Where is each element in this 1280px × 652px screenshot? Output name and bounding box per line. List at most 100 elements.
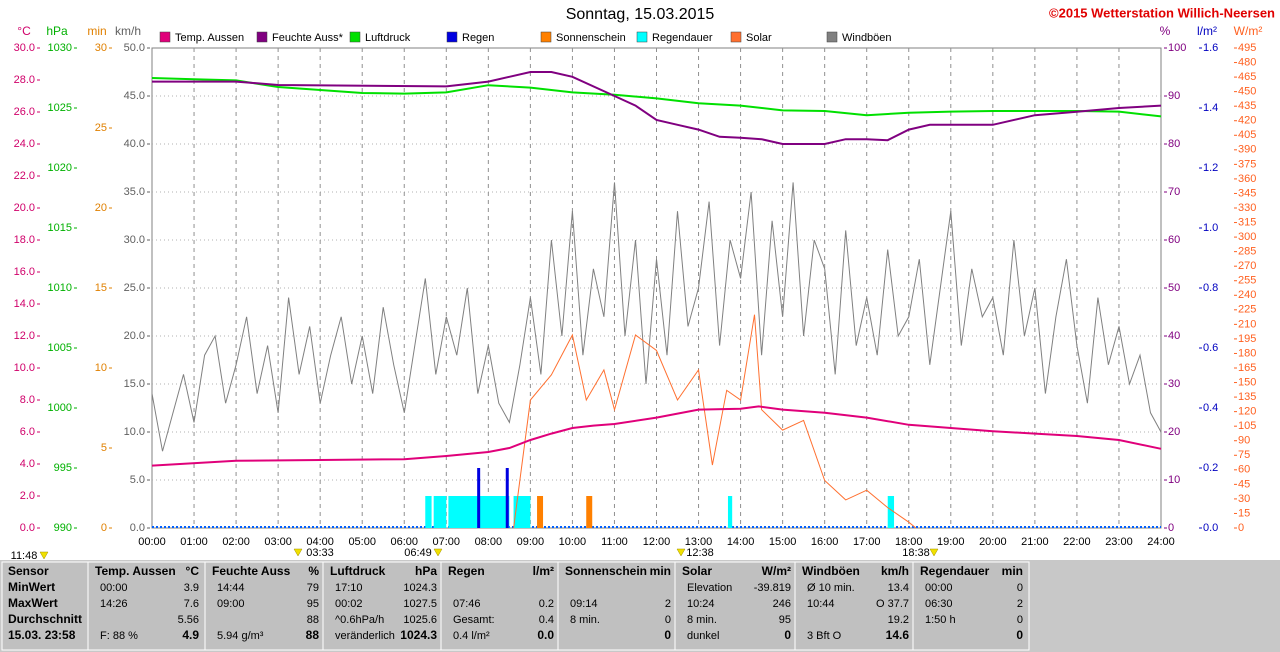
x-tick-label: 17:00 <box>853 536 881 548</box>
cell-value: 0 <box>664 628 671 642</box>
axis-unit: min <box>87 24 106 38</box>
duration-bar <box>727 496 733 528</box>
y-tick-label: 15 <box>95 282 107 294</box>
y-tick-label: 20 <box>1168 426 1180 438</box>
y-tick-label: 10 <box>1168 474 1180 486</box>
y-tick-label: 315 <box>1238 216 1256 228</box>
cell-value: 19.2 <box>888 614 909 626</box>
y-tick-label: 30 <box>1238 493 1250 505</box>
y-tick-label: 28.0 <box>14 74 35 86</box>
y-tick-label: 35.0 <box>124 186 145 198</box>
column-unit: hPa <box>415 564 437 578</box>
cell-note: 07:46 <box>453 598 481 610</box>
cell-value: 0.2 <box>539 598 554 610</box>
cell-value: 5.56 <box>178 614 199 626</box>
y-tick-label: 1010 <box>48 282 72 294</box>
y-tick-label: 1005 <box>48 342 72 354</box>
cell-note: dunkel <box>687 630 719 642</box>
table-column <box>204 561 326 651</box>
cell-value: 0 <box>784 628 791 642</box>
cell-value: 1025.6 <box>403 614 437 626</box>
y-tick-label: 1020 <box>48 162 72 174</box>
y-tick-label: 60 <box>1238 464 1250 476</box>
series-line <box>152 71 1162 145</box>
y-tick-label: 1000 <box>48 402 72 414</box>
y-tick-label: 4.0 <box>20 458 35 470</box>
cell-note: 14:44 <box>217 582 245 594</box>
y-tick-label: 240 <box>1238 289 1256 301</box>
column-header: Windböen <box>802 564 860 578</box>
y-tick-label: 1.4 <box>1203 102 1218 114</box>
axis-unit: km/h <box>115 24 141 38</box>
y-tick-label: 90 <box>1168 90 1180 102</box>
x-tick-label: 04:00 <box>306 536 334 548</box>
cell-note: veränderlich <box>335 630 395 642</box>
y-tick-label: 25.0 <box>124 282 145 294</box>
duration-bar <box>513 496 531 528</box>
y-tick-label: 375 <box>1238 158 1256 170</box>
cell-value: 7.6 <box>184 598 199 610</box>
y-tick-label: 26.0 <box>14 106 35 118</box>
cell-note: 0.4 l/m² <box>453 630 490 642</box>
axis-unit: W/m² <box>1234 24 1263 38</box>
y-tick-label: 15.0 <box>124 378 145 390</box>
y-tick-label: 8.0 <box>20 394 35 406</box>
table-column <box>1 561 91 651</box>
x-tick-label: 05:00 <box>348 536 376 548</box>
cell-value: 0 <box>1017 614 1023 626</box>
y-tick-label: 435 <box>1238 100 1256 112</box>
cell-note: 10:24 <box>687 598 715 610</box>
x-tick-label: 15:00 <box>769 536 797 548</box>
x-tick-label: 13:00 <box>685 536 713 548</box>
row-label: Durchschnitt <box>8 612 82 626</box>
cell-value: O 37.7 <box>876 598 909 610</box>
chart-title: Sonntag, 15.03.2015 <box>566 6 715 23</box>
x-tick-label: 21:00 <box>1021 536 1049 548</box>
column-header: Regen <box>448 564 485 578</box>
cell-note: 8 min. <box>570 614 600 626</box>
y-tick-label: 0.0 <box>20 522 35 534</box>
column-unit: km/h <box>881 564 909 578</box>
y-tick-label: 995 <box>54 462 72 474</box>
legend-swatch <box>730 31 742 43</box>
row-label: MaxWert <box>8 596 58 610</box>
cell-note: 06:30 <box>925 598 953 610</box>
x-tick-label: 01:00 <box>180 536 208 548</box>
y-tick-label: 30.0 <box>124 234 145 246</box>
legend-swatch <box>636 31 648 43</box>
cell-note: Elevation <box>687 582 732 594</box>
y-tick-label: 24.0 <box>14 138 35 150</box>
y-tick-label: 255 <box>1238 275 1256 287</box>
column-unit: W/m² <box>762 564 791 578</box>
y-tick-label: 25 <box>95 122 107 134</box>
y-tick-label: 0.2 <box>1203 462 1218 474</box>
marker-triangle <box>433 548 443 557</box>
series-line <box>151 77 1162 118</box>
legend-label: Regendauer <box>652 32 713 44</box>
y-tick-label: 90 <box>1238 435 1250 447</box>
y-tick-label: 465 <box>1238 71 1256 83</box>
y-tick-label: 0 <box>1238 522 1244 534</box>
x-tick-label: 18:00 <box>895 536 923 548</box>
y-tick-label: 165 <box>1238 362 1256 374</box>
y-tick-label: 1.2 <box>1203 162 1218 174</box>
cell-value: 1024.3 <box>400 628 437 642</box>
legend-label: Windböen <box>842 32 892 44</box>
y-tick-label: 0.6 <box>1203 342 1218 354</box>
y-tick-label: 345 <box>1238 187 1256 199</box>
cell-value: 2 <box>1017 598 1023 610</box>
cell-note: ^0.6hPa/h <box>335 614 384 626</box>
x-tick-label: 20:00 <box>979 536 1007 548</box>
legend-swatch <box>540 31 552 43</box>
legend-label: Luftdruck <box>365 32 411 44</box>
legend-label: Temp. Aussen <box>175 32 244 44</box>
y-tick-label: 10.0 <box>124 426 145 438</box>
time-marker: 03:33 <box>306 547 334 559</box>
cell-note: 17:10 <box>335 582 363 594</box>
y-tick-label: 105 <box>1238 420 1256 432</box>
cell-value: 95 <box>779 614 791 626</box>
time-marker: 06:49 <box>404 547 432 559</box>
cell-note: 14:26 <box>100 598 128 610</box>
duration-bar <box>887 496 895 528</box>
cell-note: 09:00 <box>217 598 245 610</box>
